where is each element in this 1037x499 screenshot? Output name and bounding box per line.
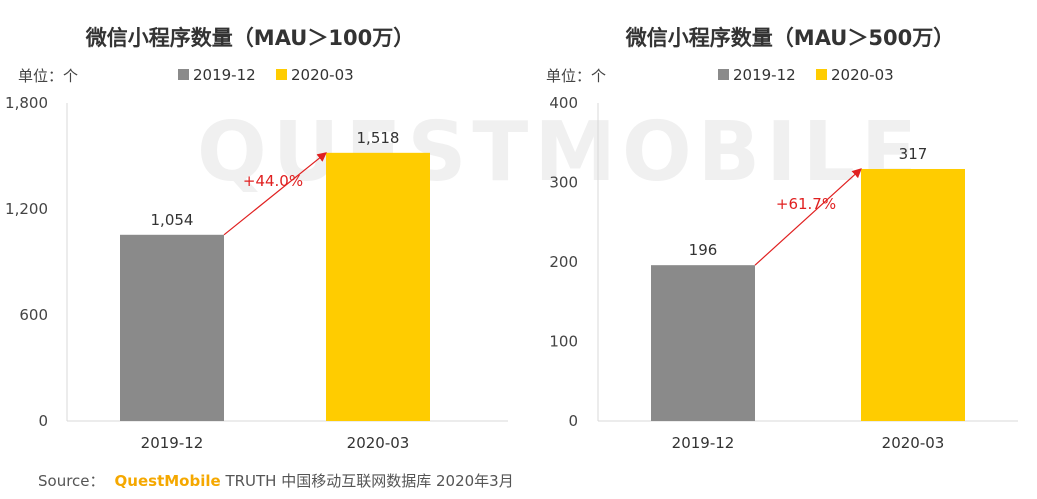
- bar: [651, 265, 755, 421]
- legend-swatch: [718, 69, 729, 80]
- growth-label: +61.7%: [776, 195, 836, 213]
- bar: [326, 152, 430, 421]
- unit-label: 单位：个: [18, 67, 78, 85]
- y-tick-label: 1,200: [5, 200, 48, 218]
- bar: [120, 234, 224, 421]
- legend-label: 2020-03: [291, 66, 354, 84]
- bar-value-label: 317: [899, 145, 928, 163]
- y-tick-label: 400: [549, 94, 578, 112]
- growth-arrow: [754, 168, 862, 266]
- x-tick-label: 2019-12: [141, 434, 204, 452]
- legend-swatch: [178, 69, 189, 80]
- unit-label: 单位：个: [546, 67, 606, 85]
- y-tick-label: 0: [568, 412, 578, 430]
- legend-swatch: [816, 69, 827, 80]
- chart-title: 微信小程序数量（MAU＞500万）: [625, 26, 954, 50]
- bar-value-label: 1,054: [151, 211, 194, 229]
- y-tick-label: 100: [549, 333, 578, 351]
- x-tick-label: 2019-12: [672, 434, 735, 452]
- y-tick-label: 600: [19, 306, 48, 324]
- legend-label: 2019-12: [193, 66, 256, 84]
- legend-label: 2020-03: [831, 66, 894, 84]
- bar-value-label: 196: [689, 241, 718, 259]
- chart-title: 微信小程序数量（MAU＞100万）: [85, 26, 414, 50]
- source-label: Source：: [38, 472, 105, 490]
- growth-arrow: [223, 152, 327, 236]
- bar-value-label: 1,518: [357, 129, 400, 147]
- y-tick-label: 0: [38, 412, 48, 430]
- y-tick-label: 200: [549, 253, 578, 271]
- source-note: Source： QuestMobile TRUTH 中国移动互联网数据库 2020…: [38, 470, 514, 491]
- y-tick-label: 300: [549, 174, 578, 192]
- bar: [861, 168, 965, 421]
- source-brand: QuestMobile: [114, 472, 221, 490]
- legend-swatch: [276, 69, 287, 80]
- source-text: TRUTH 中国移动互联网数据库 2020年3月: [225, 472, 514, 490]
- growth-label: +44.0%: [243, 172, 303, 190]
- y-tick-label: 1,800: [5, 94, 48, 112]
- legend-label: 2019-12: [733, 66, 796, 84]
- x-tick-label: 2020-03: [347, 434, 410, 452]
- x-tick-label: 2020-03: [882, 434, 945, 452]
